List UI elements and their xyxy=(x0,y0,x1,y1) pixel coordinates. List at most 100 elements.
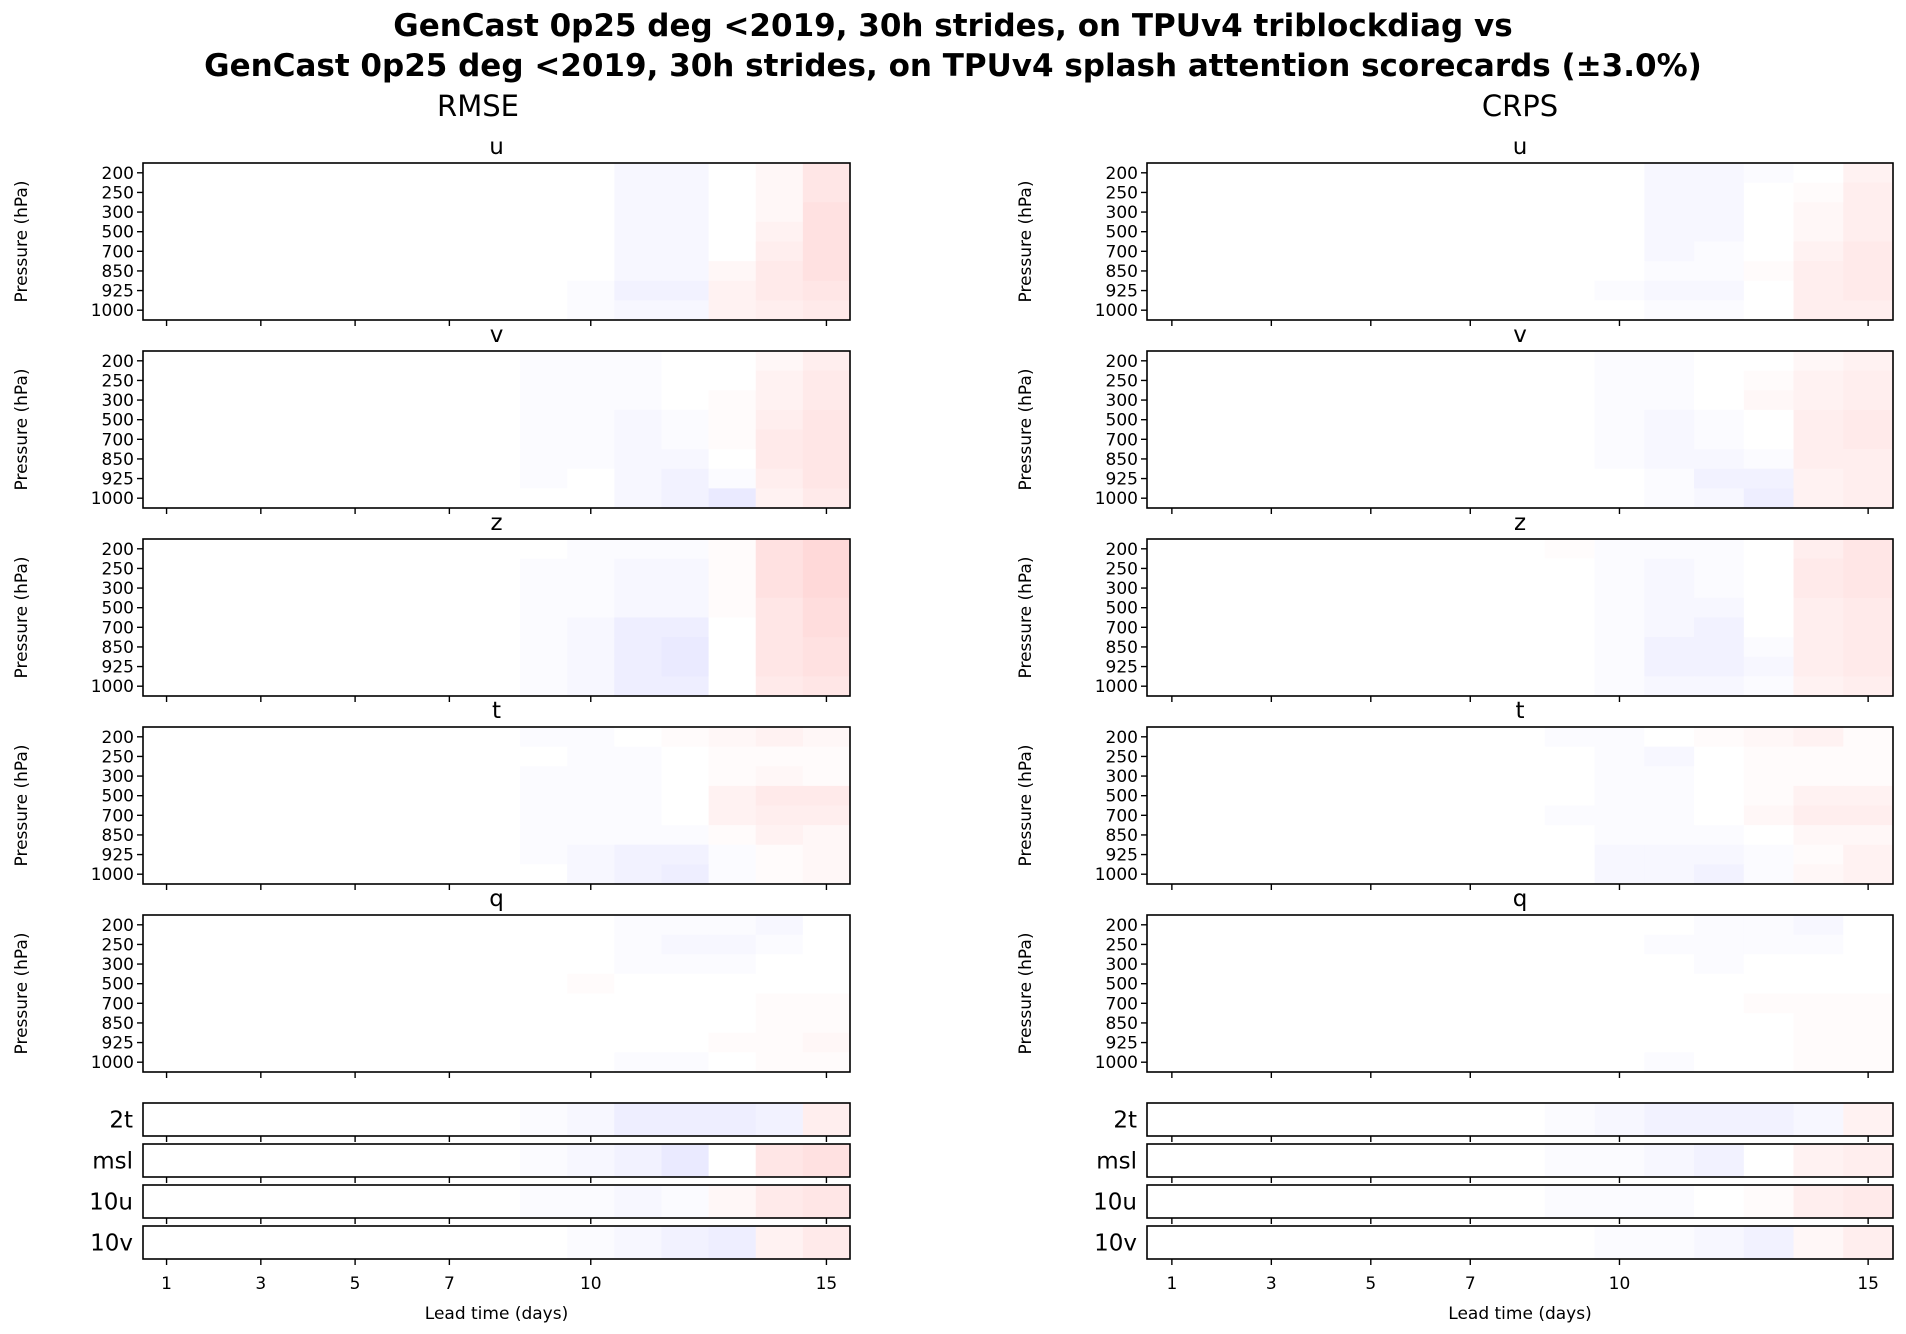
heatmap-cell xyxy=(331,785,380,807)
y-tick-label: 1000 xyxy=(91,489,134,509)
heatmap-cell xyxy=(143,1013,191,1034)
heatmap-cell xyxy=(567,766,615,787)
heatmap-cell xyxy=(472,597,521,619)
heatmap-cell xyxy=(1793,993,1844,1014)
heatmap-cell xyxy=(802,993,851,1014)
heatmap-cell xyxy=(425,468,474,489)
heatmap-cell xyxy=(1743,785,1795,807)
heatmap-cell xyxy=(1246,1144,1297,1177)
y-axis-label: Pressure (hPa) xyxy=(12,557,32,679)
heatmap-cell xyxy=(284,954,333,975)
heatmap-cell xyxy=(755,280,804,301)
heatmap-cell xyxy=(1445,1013,1496,1034)
heatmap-cell xyxy=(1644,241,1695,262)
heatmap-cell xyxy=(1793,954,1844,975)
x-tick-label: 1 xyxy=(1166,1274,1177,1294)
heatmap-cell xyxy=(331,468,380,489)
heatmap-cell xyxy=(1594,409,1645,431)
heatmap-cell xyxy=(1793,202,1844,223)
title-line-1: GenCast 0p25 deg <2019, 30h strides, on … xyxy=(393,8,1513,44)
heatmap-cell xyxy=(567,1032,615,1053)
heatmap-cell xyxy=(1793,351,1844,372)
heatmap-cell xyxy=(1694,1226,1745,1259)
heatmap-cell xyxy=(1644,597,1695,619)
heatmap-cell xyxy=(1644,656,1695,677)
heatmap-cell xyxy=(1445,637,1496,658)
heatmap-cell xyxy=(802,1226,851,1259)
heatmap-cell xyxy=(331,1032,380,1053)
heatmap-cell xyxy=(425,1032,474,1053)
heatmap-cell xyxy=(190,825,238,846)
heatmap-cell xyxy=(1743,617,1795,638)
heatmap-cell xyxy=(1147,578,1198,599)
heatmap-cell xyxy=(190,370,238,391)
y-tick-label: 200 xyxy=(102,916,134,936)
heatmap-cell xyxy=(143,805,191,826)
heatmap-cell xyxy=(708,163,757,184)
heatmap-cell xyxy=(1395,221,1446,243)
heatmap-cell xyxy=(378,1052,427,1073)
heatmap-cell xyxy=(708,261,757,282)
heatmap-cell xyxy=(378,163,427,184)
heatmap-cell xyxy=(802,973,851,995)
heatmap-cell xyxy=(284,429,333,450)
y-tick-label: 925 xyxy=(102,282,134,302)
heatmap-cell xyxy=(1147,409,1198,431)
heatmap-cell xyxy=(661,468,710,489)
heatmap-cell xyxy=(190,676,238,697)
heatmap-cell xyxy=(1246,746,1297,767)
panel-rmse-msl: msl xyxy=(92,1143,851,1183)
heatmap-cell xyxy=(1694,578,1745,599)
y-tick-label: 250 xyxy=(102,559,134,579)
heatmap-cell xyxy=(802,370,851,391)
heatmap-cell xyxy=(472,1032,521,1053)
heatmap-cell xyxy=(1147,637,1198,658)
heatmap-cell xyxy=(661,351,710,372)
heatmap-cell xyxy=(378,1185,427,1218)
heatmap-cell xyxy=(1793,1013,1844,1034)
heatmap-cell xyxy=(331,766,380,787)
y-tick-label: 850 xyxy=(102,826,134,846)
heatmap-cell xyxy=(1644,429,1695,450)
y-tick-label: 850 xyxy=(1106,826,1138,846)
x-axis-label: Lead time (days) xyxy=(1448,1304,1591,1324)
heatmap-cell xyxy=(378,954,427,975)
heatmap-cell xyxy=(1843,934,1894,955)
heatmap-cell xyxy=(661,915,710,936)
heatmap-cell xyxy=(567,864,615,885)
heatmap-cell xyxy=(1793,182,1844,203)
heatmap-cell xyxy=(1395,1144,1446,1177)
heatmap-cell xyxy=(1544,676,1596,697)
heatmap-cell xyxy=(1644,993,1695,1014)
heatmap-cell xyxy=(1644,449,1695,470)
heatmap-cell xyxy=(1246,280,1297,301)
heatmap-cell xyxy=(1345,370,1397,391)
heatmap-cell xyxy=(1296,351,1347,372)
heatmap-cell xyxy=(331,300,380,321)
heatmap-cell xyxy=(755,488,804,509)
heatmap-cell xyxy=(1743,597,1795,619)
heatmap-cell xyxy=(143,915,191,936)
heatmap-cell xyxy=(1445,993,1496,1014)
y-tick-label: 700 xyxy=(1106,430,1138,450)
y-tick-label: 700 xyxy=(102,994,134,1014)
heatmap-cell xyxy=(472,558,521,579)
panel-frame xyxy=(142,726,851,885)
heatmap-cell xyxy=(284,390,333,411)
heatmap-cell xyxy=(378,973,427,995)
heatmap-cell xyxy=(143,241,191,262)
heatmap-cell xyxy=(1147,370,1198,391)
heatmap-cell xyxy=(520,1103,568,1136)
heatmap-cell xyxy=(1644,300,1695,321)
heatmap-cell xyxy=(708,805,757,826)
heatmap-cell xyxy=(190,351,238,372)
heatmap-cell xyxy=(1694,1052,1745,1073)
heatmap-cell xyxy=(1345,163,1397,184)
surface-variable-label: msl xyxy=(1096,1149,1137,1175)
panel-frame xyxy=(1146,726,1894,885)
heatmap-cell xyxy=(755,539,804,560)
heatmap-cell xyxy=(331,449,380,470)
heatmap-cell xyxy=(143,825,191,846)
heatmap-cell xyxy=(1544,617,1596,638)
y-tick-label: 1000 xyxy=(1095,489,1138,509)
